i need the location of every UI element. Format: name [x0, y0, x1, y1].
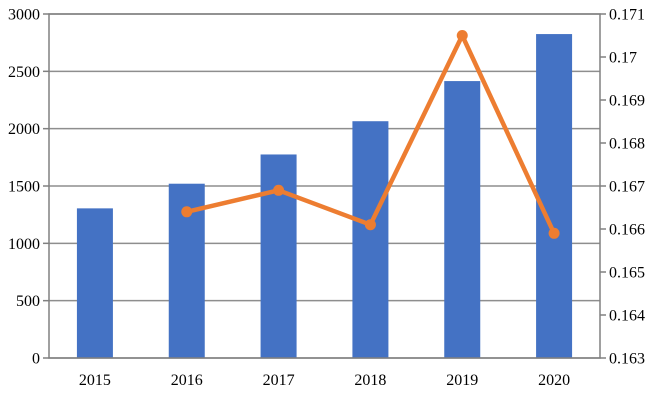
right-axis-tick-label: 0.165: [609, 265, 645, 282]
left-axis-tick-label: 2500: [8, 64, 40, 81]
right-axis-tick-label: 0.171: [609, 7, 645, 24]
bar-2020: [536, 34, 573, 359]
x-axis-tick-label: 2020: [538, 372, 570, 389]
left-axis-tick-label: 1500: [8, 179, 40, 196]
right-axis-tick-label: 0.166: [609, 222, 645, 239]
right-axis-tick-label: 0.17: [609, 50, 637, 67]
x-axis-tick-label: 2017: [263, 372, 295, 389]
left-axis-tick-label: 0: [32, 351, 40, 368]
right-axis-tick-label: 0.163: [609, 351, 645, 368]
bar-2018: [352, 121, 389, 358]
line-marker-2019: [456, 30, 468, 41]
line-marker-2017: [273, 184, 285, 196]
line-marker-2016: [181, 206, 193, 218]
x-axis-tick-label: 2016: [171, 372, 203, 389]
right-axis-tick-label: 0.169: [609, 93, 645, 110]
right-axis-tick-label: 0.168: [609, 136, 645, 153]
left-axis-tick-label: 1000: [8, 236, 40, 253]
right-axis-tick-label: 0.167: [609, 179, 645, 196]
line-marker-2020: [548, 227, 560, 239]
bar-2015: [76, 208, 113, 358]
left-axis-tick-label: 3000: [8, 7, 40, 24]
line-marker-2018: [364, 219, 376, 231]
bar-2019: [444, 81, 481, 358]
left-axis-tick-label: 500: [16, 293, 40, 310]
x-axis-tick-label: 2019: [446, 372, 478, 389]
left-axis-tick-label: 2000: [8, 121, 40, 138]
right-axis-tick-label: 0.164: [609, 308, 645, 325]
x-axis-tick-label: 2018: [354, 372, 386, 389]
x-axis-tick-label: 2015: [79, 372, 111, 389]
